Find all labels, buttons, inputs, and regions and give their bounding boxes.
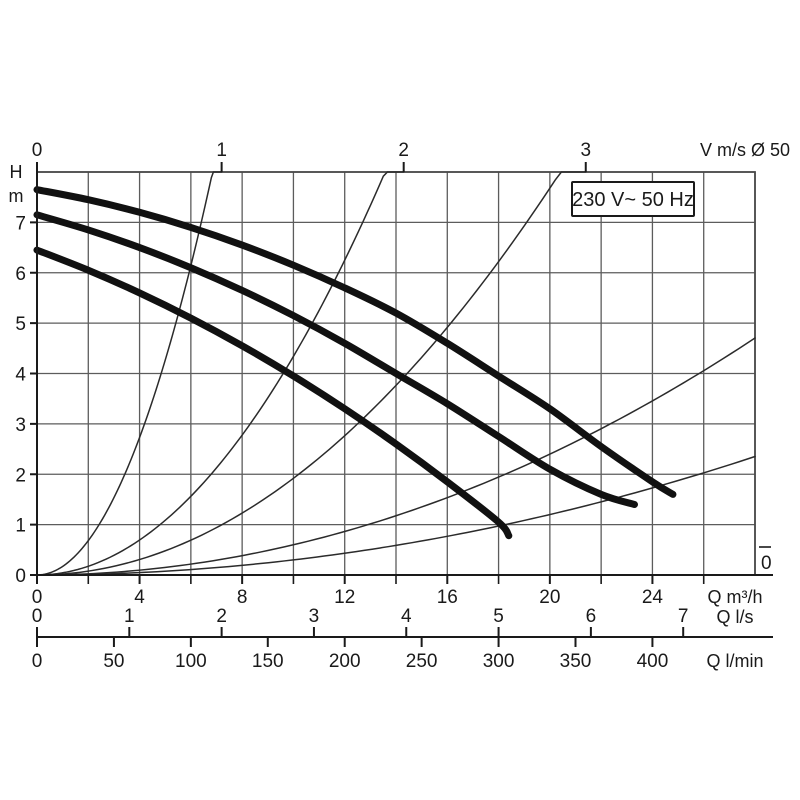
top-axis-name: V m/s Ø 50 [700, 140, 790, 160]
voltage-frequency-badge: 230 V~ 50 Hz [571, 181, 695, 217]
top-axis-tick-label: 0 [32, 140, 43, 161]
badge-box [571, 181, 695, 217]
x-axis-secondary-tick-label: 3 [309, 606, 320, 627]
x-axis-primary-tick-label: 0 [32, 587, 43, 608]
x-axis-tertiary-tick-label: 200 [329, 651, 361, 672]
x-axis-secondary-tick-label: 7 [678, 606, 689, 627]
x-axis-primary-tick-label: 20 [539, 587, 560, 608]
x-axis-secondary-tick-label: 5 [493, 606, 504, 627]
x-axis-primary-tick-label: 8 [237, 587, 248, 608]
top-axis-tick-label: 1 [216, 140, 227, 161]
axis-layer [30, 162, 773, 647]
x-axis-tertiary-name: Q l/min [706, 651, 763, 671]
x-axis-primary-name: Q m³/h [707, 587, 762, 607]
top-axis-tick-label: 3 [580, 140, 591, 161]
x-axis-primary-end-label: 0 [761, 553, 772, 574]
x-axis-primary-tick-label: 4 [134, 587, 145, 608]
x-axis-secondary-tick-label: 0 [32, 606, 43, 627]
y-axis-name: H [10, 162, 23, 182]
x-axis-tertiary-tick-label: 0 [32, 651, 43, 672]
y-axis-tick-label: 1 [15, 516, 26, 537]
x-axis-tertiary-tick-label: 50 [103, 651, 124, 672]
x-axis-tertiary-tick-label: 150 [252, 651, 284, 672]
x-axis-secondary-name: Q l/s [716, 607, 753, 627]
badge-label: 230 V~ 50 Hz [572, 189, 694, 211]
x-axis-tertiary-tick-label: 300 [483, 651, 515, 672]
pump-curve-speed-1 [33, 246, 513, 540]
y-axis-tick-label: 6 [15, 264, 26, 285]
pump-curve-speed-2 [33, 211, 638, 508]
system-curve-2 [36, 171, 405, 576]
system-curve-5 [36, 455, 756, 576]
grid-layer [36, 171, 756, 576]
x-axis-secondary-tick-label: 4 [401, 606, 412, 627]
system-curve-3 [36, 171, 587, 576]
x-axis-tertiary-tick-label: 350 [560, 651, 592, 672]
x-axis-tertiary-tick-label: 400 [637, 651, 669, 672]
y-axis-tick-label: 7 [15, 213, 26, 234]
pump-curve-speed-3 [33, 186, 677, 498]
y-axis-tick-label: 0 [15, 566, 26, 587]
x-axis-primary-tick-label: 24 [642, 587, 664, 608]
x-axis-secondary-tick-label: 2 [216, 606, 227, 627]
x-axis-tertiary-tick-label: 250 [406, 651, 438, 672]
y-axis-tick-label: 5 [15, 314, 26, 335]
pump-curve-layer [33, 186, 677, 540]
x-axis-tertiary-tick-label: 100 [175, 651, 207, 672]
x-axis-secondary-tick-label: 1 [124, 606, 135, 627]
x-axis-primary-tick-label: 16 [437, 587, 458, 608]
x-axis-secondary-tick-label: 6 [586, 606, 597, 627]
x-axis-primary-tick-label: 12 [334, 587, 355, 608]
system-curve-4 [36, 337, 756, 576]
y-axis-unit: m [9, 186, 24, 206]
y-axis-tick-label: 4 [15, 365, 26, 386]
y-axis-tick-label: 2 [15, 465, 26, 486]
top-axis-tick-label: 2 [398, 140, 409, 161]
y-axis-tick-label: 3 [15, 415, 26, 436]
